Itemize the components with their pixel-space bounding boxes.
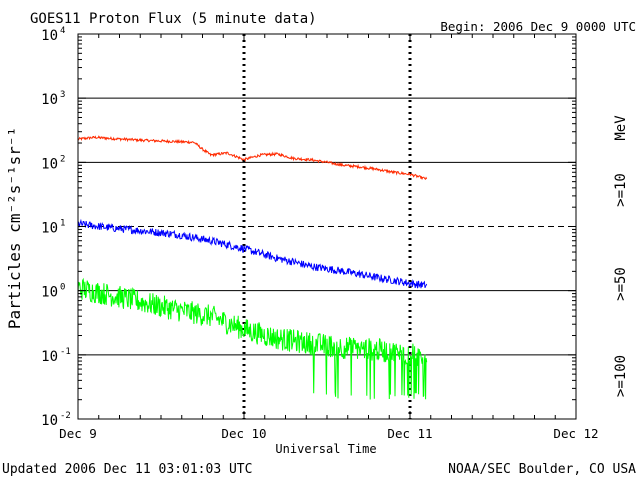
legend-ge50: >=50 bbox=[613, 267, 629, 301]
x-axis-label: Universal Time bbox=[275, 442, 376, 456]
legend-mev: MeV bbox=[613, 115, 629, 141]
footer-updated: Updated 2006 Dec 11 03:01:03 UTC bbox=[2, 462, 252, 477]
y-tick-exp-1: -1 bbox=[60, 347, 71, 357]
y-tick-exp-4: 2 bbox=[60, 154, 65, 164]
chart-title: GOES11 Proton Flux (5 minute data) bbox=[30, 11, 317, 27]
y-tick-exp-5: 3 bbox=[60, 90, 65, 100]
x-tick-label-0: Dec 9 bbox=[59, 426, 97, 441]
y-tick-exp-6: 4 bbox=[60, 26, 65, 36]
y-tick-exp-2: 0 bbox=[60, 283, 65, 293]
x-tick-label-1: Dec 10 bbox=[221, 426, 266, 441]
y-tick-label-5: 10 bbox=[41, 92, 58, 108]
y-tick-label-2: 10 bbox=[41, 285, 58, 301]
series-line-0 bbox=[77, 135, 428, 181]
y-tick-label-4: 10 bbox=[41, 156, 58, 172]
y-tick-label-1: 10 bbox=[41, 349, 58, 365]
y-tick-label-0: 10 bbox=[41, 413, 58, 429]
y-tick-label-3: 10 bbox=[41, 221, 58, 237]
y-tick-label-6: 10 bbox=[41, 28, 58, 44]
legend-ge10: >=10 bbox=[613, 173, 629, 207]
y-axis-label: Particles cm⁻²s⁻¹sr⁻¹ bbox=[5, 127, 24, 329]
x-tick-label-3: Dec 12 bbox=[553, 426, 598, 441]
series-layer bbox=[77, 135, 428, 400]
footer-credit: NOAA/SEC Boulder, CO USA bbox=[448, 462, 636, 477]
series-line-1 bbox=[77, 218, 428, 289]
y-tick-exp-0: -2 bbox=[60, 411, 71, 421]
series-line-2 bbox=[77, 277, 428, 400]
legend-ge100: >=100 bbox=[613, 355, 629, 397]
begin-label: Begin: 2006 Dec 9 0000 UTC bbox=[440, 19, 636, 34]
x-tick-label-2: Dec 11 bbox=[387, 426, 432, 441]
y-tick-exp-3: 1 bbox=[60, 219, 65, 229]
